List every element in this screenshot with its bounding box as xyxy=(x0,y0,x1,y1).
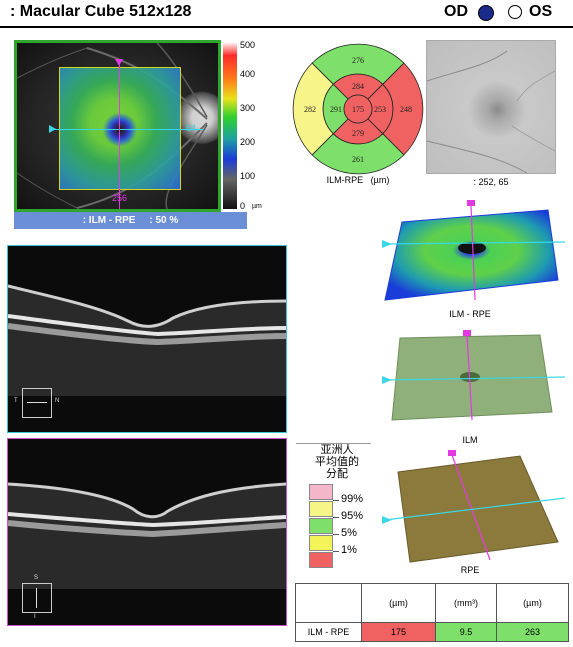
table-header-cell: (µm) xyxy=(496,583,569,623)
etdrs-center[interactable] xyxy=(343,94,373,124)
etdrs-value-outer-superior: 276 xyxy=(352,56,364,65)
legend-label: 1% xyxy=(341,544,357,556)
normative-legend-title: 亚洲人 平均值的 分配 xyxy=(307,444,367,480)
table-cell-average-thickness: 263 xyxy=(496,622,569,642)
table-cell-volume: 9.5 xyxy=(435,622,497,642)
od-label: OD xyxy=(444,3,468,20)
3d-rpe-map[interactable] xyxy=(380,450,570,564)
table-row: ILM - RPE 175 9.5 263 xyxy=(295,622,569,642)
3d-ilm-rpe-map[interactable] xyxy=(380,200,570,308)
retina-layers-icon xyxy=(8,482,286,589)
etdrs-caption: ILM-RPE (µm) xyxy=(326,175,390,185)
table-row-label: ILM - RPE xyxy=(295,622,362,642)
orientation-bottom-label: I xyxy=(34,614,36,620)
legend-label: 99% xyxy=(341,493,364,505)
thickness-color-scale xyxy=(223,42,237,209)
orientation-left-label: T xyxy=(14,398,18,404)
legend-title-line: 平均值的 xyxy=(315,456,359,468)
table-header-cell: (µm) xyxy=(361,583,436,623)
vertical-scan-number: 256 xyxy=(112,193,128,203)
scale-label: 400 xyxy=(240,69,256,79)
3d-ilm-rpe-caption: ILM - RPE xyxy=(449,309,491,319)
legend-tick xyxy=(333,534,339,535)
horizontal-scan-arrow-icon[interactable] xyxy=(49,125,56,133)
retina-layers-icon xyxy=(8,284,286,396)
report-header xyxy=(0,0,573,28)
3d-ilm-map[interactable] xyxy=(380,330,570,430)
legend-title-line: 亚洲人 xyxy=(320,444,354,456)
scale-label: 0 xyxy=(240,201,246,211)
orientation-indicator xyxy=(22,388,52,418)
legend-swatch-1 xyxy=(309,535,333,551)
orientation-right-label: N xyxy=(55,398,60,404)
scale-label: 200 xyxy=(240,137,256,147)
vertical-scan-arrow-icon[interactable] xyxy=(115,59,123,66)
etdrs-value-inner-nasal: 253 xyxy=(374,105,386,114)
legend-swatch-5 xyxy=(309,518,333,534)
etdrs-value-inner-temporal: 291 xyxy=(330,105,342,114)
table-cell-center-thickness: 175 xyxy=(361,622,436,642)
horizontal-bscan[interactable]: T N xyxy=(7,245,287,433)
legend-label: 95% xyxy=(341,510,364,522)
scale-label: 500 xyxy=(240,40,256,50)
scale-label: 100 xyxy=(240,171,256,181)
fundus-thickness-map[interactable]: 64 256 xyxy=(14,40,221,212)
legend-title-line: 分配 xyxy=(326,468,348,480)
scale-label: 300 xyxy=(240,103,256,113)
fundus-photo[interactable] xyxy=(426,40,556,174)
etdrs-thickness-grid[interactable]: 175 284 253 279 291 276 248 261 282 xyxy=(288,42,428,176)
table-header-cell xyxy=(295,583,362,623)
3d-rpe-caption: RPE xyxy=(460,565,480,575)
os-radio-icon[interactable] xyxy=(508,5,522,19)
legend-label: 5% xyxy=(341,527,357,539)
fundus-map-caption: : ILM - RPE : 50 % xyxy=(14,212,247,229)
os-label: OS xyxy=(529,3,553,20)
legend-tick xyxy=(333,551,339,552)
page-title: : Macular Cube 512x128 xyxy=(10,3,192,20)
vertical-bscan[interactable]: S I xyxy=(7,438,287,626)
horizontal-scan-line[interactable] xyxy=(53,129,203,130)
legend-swatch-below-1 xyxy=(309,552,333,568)
table-header-row: (µm) (mm³) (µm) xyxy=(295,583,569,623)
legend-swatch-99 xyxy=(309,484,333,500)
3d-ilm-caption: ILM xyxy=(462,435,478,445)
etdrs-value-outer-temporal: 282 xyxy=(304,105,316,114)
legend-tick xyxy=(333,517,339,518)
legend-swatch-95 xyxy=(309,501,333,517)
scale-unit: µm xyxy=(252,203,262,210)
etdrs-value-inner-inferior: 279 xyxy=(352,129,364,138)
thickness-overlay xyxy=(59,67,181,190)
legend-divider xyxy=(296,443,371,444)
etdrs-value-outer-inferior: 261 xyxy=(352,155,364,164)
horizontal-scan-number: 64 xyxy=(186,123,197,133)
etdrs-value-center: 175 xyxy=(352,105,364,114)
photo-vessels-icon xyxy=(426,50,556,174)
table-header-cell: (mm³) xyxy=(435,583,497,623)
orientation-top-label: S xyxy=(34,575,39,581)
legend-tick xyxy=(333,500,339,501)
etdrs-value-outer-nasal: 248 xyxy=(400,105,412,114)
orientation-indicator xyxy=(22,583,52,613)
results-table: (µm) (mm³) (µm) ILM - RPE 175 9.5 263 xyxy=(295,583,569,642)
etdrs-value-inner-superior: 284 xyxy=(352,82,364,91)
od-radio-selected-icon[interactable] xyxy=(478,5,494,21)
vertical-scan-line[interactable] xyxy=(119,65,120,209)
fundus-photo-caption: : 252, 65 xyxy=(473,177,509,187)
